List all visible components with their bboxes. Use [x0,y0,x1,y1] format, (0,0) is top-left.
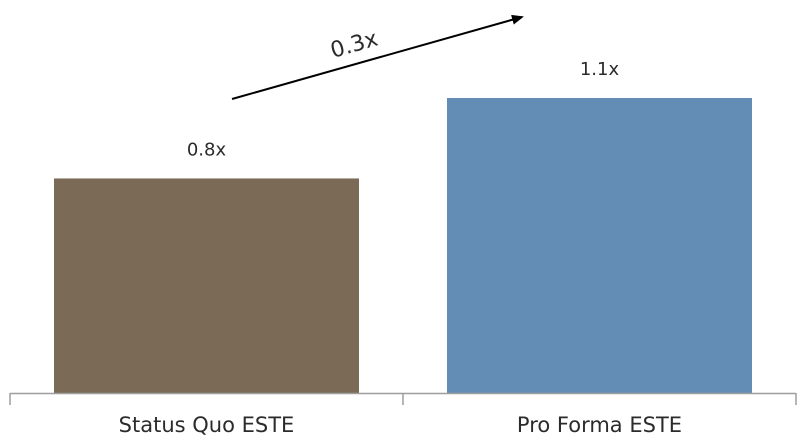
growth-arrow [231,14,524,100]
growth-annotation: 0.3x [231,14,524,100]
labels-layer: 0.8x Status Quo ESTE 1.1x Pro Forma ESTE [119,59,682,437]
bar-2 [447,98,752,393]
bar-1 [54,178,359,393]
data-label: 0.8x [187,139,227,160]
x-axis [9,392,797,405]
x-tick-label: Pro Forma ESTE [517,413,682,437]
x-tick-label: Status Quo ESTE [119,413,295,437]
bars-layer [54,98,752,393]
data-label: 1.1x [580,59,620,80]
